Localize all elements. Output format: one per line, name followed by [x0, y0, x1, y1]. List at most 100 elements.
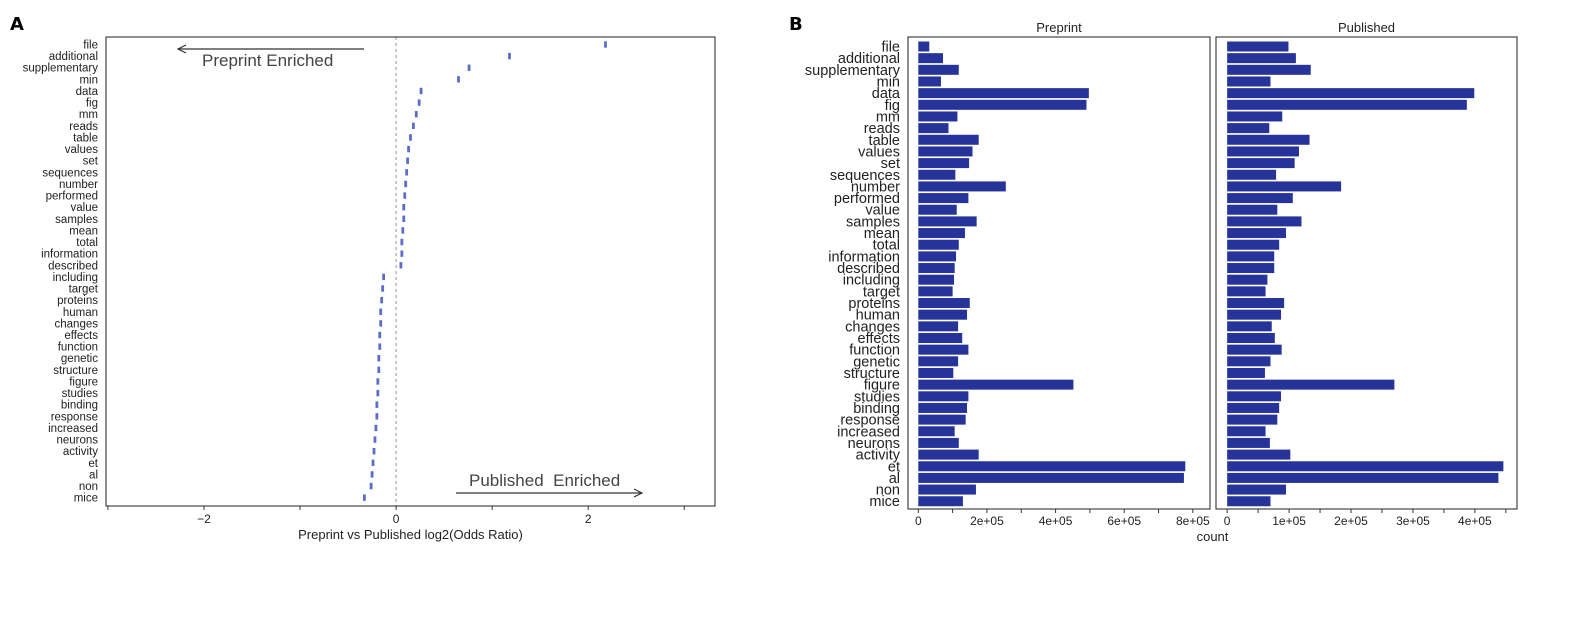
count-bar [1227, 274, 1268, 285]
category-label: mm [79, 109, 98, 121]
count-bar [918, 204, 957, 215]
odds-ratio-point [372, 448, 376, 455]
category-label: mice [74, 493, 98, 505]
category-label: value [865, 203, 900, 219]
x-tick-label: 4e+05 [1458, 514, 1492, 528]
panel-b-letter: B [789, 14, 803, 35]
x-tick-label: 0 [1224, 514, 1231, 528]
count-bar [1227, 379, 1395, 390]
x-tick-label: 8e+05 [1176, 514, 1210, 528]
count-bar [918, 111, 958, 122]
facet-title: Preprint [1036, 20, 1082, 35]
category-label: genetic [853, 354, 900, 370]
odds-ratio-point [405, 169, 409, 176]
count-bar [1227, 88, 1475, 99]
odds-ratio-point [409, 134, 412, 141]
count-bar [1227, 414, 1278, 425]
panel-b-category-labels: fileadditionalsupplementarymindatafigmmr… [805, 40, 901, 511]
odds-ratio-point [401, 227, 405, 234]
count-bar [1227, 333, 1275, 343]
count-bar [918, 146, 973, 157]
x-tick-label: 6e+05 [1107, 514, 1141, 528]
odds-ratio-point [374, 424, 378, 432]
x-tick-label: 3e+05 [1396, 514, 1430, 528]
category-label: response [840, 413, 900, 429]
count-bar [1227, 344, 1282, 355]
category-label: target [69, 284, 99, 296]
category-label: data [76, 86, 99, 98]
count-bar [918, 391, 969, 402]
count-bar [918, 298, 970, 309]
count-bar [1227, 321, 1272, 332]
category-label: number [851, 179, 900, 195]
category-label: additional [49, 51, 98, 63]
count-bar [918, 379, 1074, 390]
count-bar [918, 228, 965, 239]
count-bar [918, 472, 1184, 483]
count-bar [918, 181, 1006, 192]
x-tick-label: 2e+05 [970, 514, 1004, 528]
count-bar [1227, 111, 1283, 122]
category-label: studies [854, 389, 900, 405]
category-label: mean [69, 225, 98, 237]
category-label: studies [62, 388, 99, 400]
count-bar [918, 169, 956, 180]
count-bar [918, 426, 955, 437]
category-label: information [41, 249, 98, 261]
category-label: including [53, 272, 98, 284]
category-label: number [59, 179, 98, 191]
category-label: binding [61, 400, 98, 412]
odds-ratio-point [378, 343, 382, 350]
count-bar [1227, 158, 1295, 169]
category-label: file [881, 40, 900, 56]
odds-ratio-point [400, 250, 404, 257]
count-bar [1227, 496, 1271, 507]
category-label: non [876, 483, 900, 499]
x-tick-label: −2 [197, 512, 211, 526]
panel-a-x-axis-title: Preprint vs Published log2(Odds Ratio) [298, 527, 523, 542]
category-label: response [51, 411, 98, 423]
x-tick-label: 1e+05 [1272, 514, 1306, 528]
category-label: figure [69, 376, 98, 388]
category-label: neurons [848, 436, 900, 452]
panel-a-points [362, 41, 607, 501]
category-label: al [89, 469, 98, 481]
category-label: supplementary [805, 63, 901, 79]
odds-ratio-point [399, 262, 403, 269]
category-label: figure [864, 378, 900, 394]
odds-ratio-point [403, 192, 407, 199]
category-label: function [849, 343, 900, 359]
odds-ratio-point [467, 64, 471, 71]
odds-ratio-point [400, 238, 404, 246]
facet-published: Published 0 1e+05 2e+05 3e+05 4e+05 [1215, 20, 1518, 528]
published-enriched-annotation: Published Enriched [469, 471, 620, 490]
count-bar [1227, 367, 1265, 378]
count-bar [918, 99, 1087, 110]
odds-ratio-point [402, 203, 406, 211]
count-bar [1227, 169, 1277, 180]
x-tick-label: 2e+05 [1334, 514, 1368, 528]
category-label: values [65, 144, 98, 156]
odds-ratio-point [407, 145, 410, 153]
category-label: supplementary [23, 63, 99, 75]
count-bar [918, 239, 959, 250]
count-bar [1227, 239, 1280, 250]
count-bar [918, 461, 1186, 472]
category-label: sequences [42, 167, 98, 179]
count-bar [918, 356, 959, 367]
count-bar [1227, 64, 1311, 75]
category-label: increased [837, 424, 900, 440]
category-label: sequences [830, 168, 900, 184]
count-bar [918, 309, 968, 320]
odds-ratio-point [604, 41, 607, 48]
count-bar [1227, 251, 1275, 262]
category-label: increased [48, 423, 98, 435]
count-bar [1227, 99, 1467, 110]
count-bar [918, 53, 944, 64]
count-bar [918, 123, 949, 134]
odds-ratio-point [362, 494, 366, 501]
category-label: effects [64, 330, 98, 342]
facet-frame [1215, 36, 1518, 510]
count-bar [1227, 181, 1342, 192]
